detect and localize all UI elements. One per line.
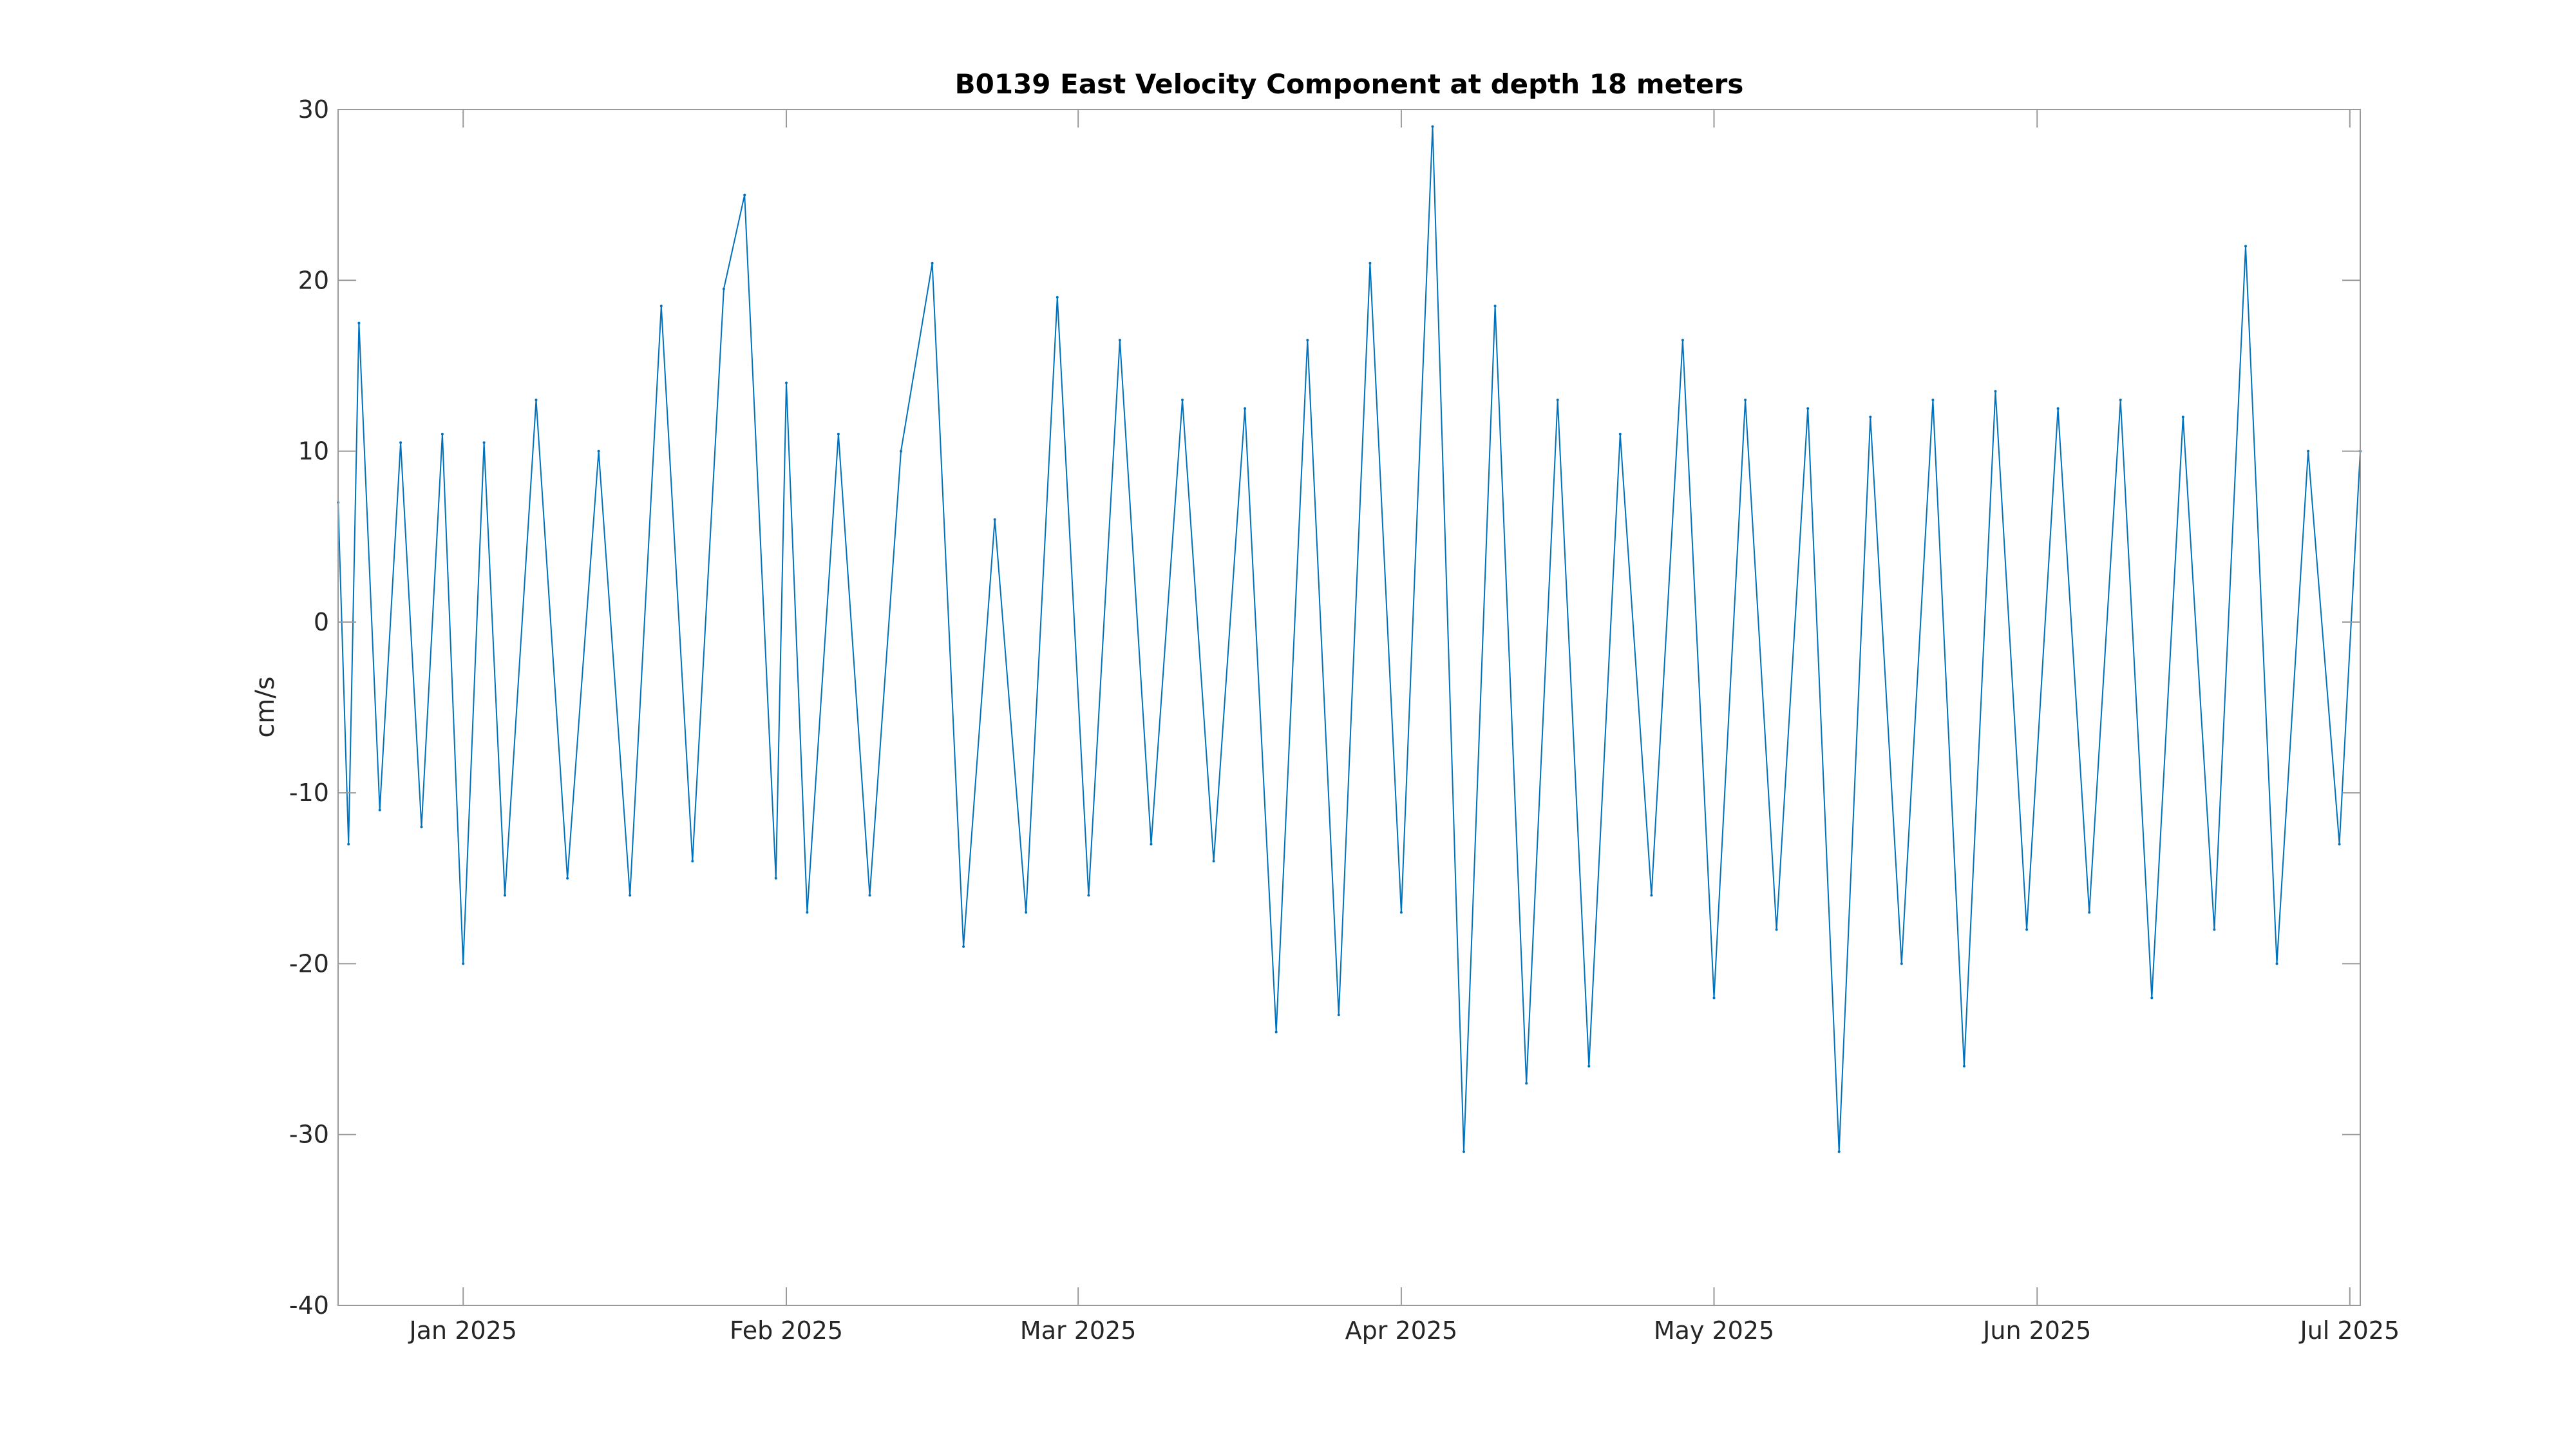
data-point <box>1712 996 1716 999</box>
data-point <box>1994 390 1997 393</box>
data-point <box>722 287 725 290</box>
data-point <box>1493 305 1497 308</box>
data-point <box>962 945 965 948</box>
data-point <box>2025 928 2029 931</box>
data-point <box>1244 407 1247 410</box>
x-tick-label: Jan 2025 <box>408 1316 517 1345</box>
y-tick-label: -40 <box>289 1291 329 1320</box>
y-tick-label: -20 <box>289 949 329 978</box>
plot-area <box>338 109 2360 1305</box>
data-point <box>2213 928 2216 931</box>
y-tick-label: 10 <box>298 437 329 466</box>
data-point <box>1650 894 1653 897</box>
x-tick-label: Jul 2025 <box>2298 1316 2400 1345</box>
data-point <box>837 433 840 435</box>
data-point <box>931 261 934 265</box>
data-point <box>1837 1150 1841 1153</box>
data-point <box>806 911 809 914</box>
data-point <box>1900 962 1903 965</box>
data-point <box>1150 842 1153 846</box>
data-point <box>1744 399 1747 401</box>
data-point <box>535 399 538 401</box>
data-point <box>1962 1065 1965 1068</box>
data-point <box>1368 261 1372 265</box>
data-point <box>1337 1014 1340 1016</box>
data-point <box>1025 911 1028 914</box>
data-point <box>993 518 996 521</box>
y-tick-label: 0 <box>314 608 329 636</box>
data-point <box>504 894 506 897</box>
data-point <box>2119 399 2122 401</box>
data-point <box>1556 399 1559 401</box>
data-point <box>1587 1065 1591 1068</box>
x-tick-label: Feb 2025 <box>730 1316 843 1345</box>
data-point <box>2150 996 2154 999</box>
data-point <box>1463 1150 1465 1153</box>
x-tick-label: Apr 2025 <box>1345 1316 1458 1345</box>
data-point <box>597 450 600 453</box>
data-point <box>1869 415 1872 419</box>
data-point <box>378 808 381 811</box>
data-point <box>440 433 444 435</box>
data-point <box>2338 842 2341 846</box>
data-point <box>1681 339 1684 342</box>
data-point <box>1306 339 1309 342</box>
data-point <box>785 381 788 384</box>
data-point <box>743 193 746 196</box>
data-point <box>2307 450 2310 453</box>
data-point <box>420 826 423 829</box>
data-point <box>347 842 350 846</box>
data-point <box>1806 407 1810 410</box>
data-point <box>566 876 569 880</box>
data-point <box>357 321 361 325</box>
data-point <box>2181 415 2184 419</box>
data-point <box>1181 399 1184 401</box>
y-tick-label: -30 <box>289 1121 329 1149</box>
data-point <box>868 894 871 897</box>
x-tick-label: May 2025 <box>1654 1316 1774 1345</box>
data-point <box>1431 125 1434 128</box>
ticks-layer: 30 20 10 0 -10 -20 -30 -40 Jan 2025 Feb 2025 Mar 2… <box>289 95 2400 1345</box>
data-point <box>629 894 632 897</box>
data-point <box>1056 296 1059 299</box>
data-point <box>1399 911 1403 914</box>
chart-title: B0139 East Velocity Component at depth 1… <box>955 68 1744 100</box>
data-point <box>482 441 486 444</box>
data-point <box>1212 860 1215 863</box>
y-tick-label: 20 <box>298 266 329 294</box>
data-point <box>900 450 902 453</box>
x-tick-label: Jun 2025 <box>1982 1316 2091 1345</box>
data-point <box>1931 399 1935 401</box>
data-point <box>1775 928 1778 931</box>
data-point <box>2244 245 2247 248</box>
axes-box <box>337 109 2361 1306</box>
data-point <box>1618 433 1622 435</box>
data-point <box>1274 1030 1278 1034</box>
data-point <box>691 860 694 863</box>
data-point <box>2056 407 2060 410</box>
data-point <box>1525 1082 1528 1085</box>
data-point <box>2088 911 2091 914</box>
data-point <box>1087 894 1090 897</box>
y-tick-label: -10 <box>289 779 329 807</box>
y-axis-label: cm/s <box>251 676 280 737</box>
x-tick-label: Mar 2025 <box>1020 1316 1136 1345</box>
data-point <box>659 305 663 308</box>
data-point <box>774 876 777 880</box>
data-point <box>1118 339 1121 342</box>
data-point <box>2275 962 2278 965</box>
data-point <box>399 441 402 444</box>
y-tick-label: 30 <box>298 95 329 124</box>
data-point <box>462 962 465 965</box>
